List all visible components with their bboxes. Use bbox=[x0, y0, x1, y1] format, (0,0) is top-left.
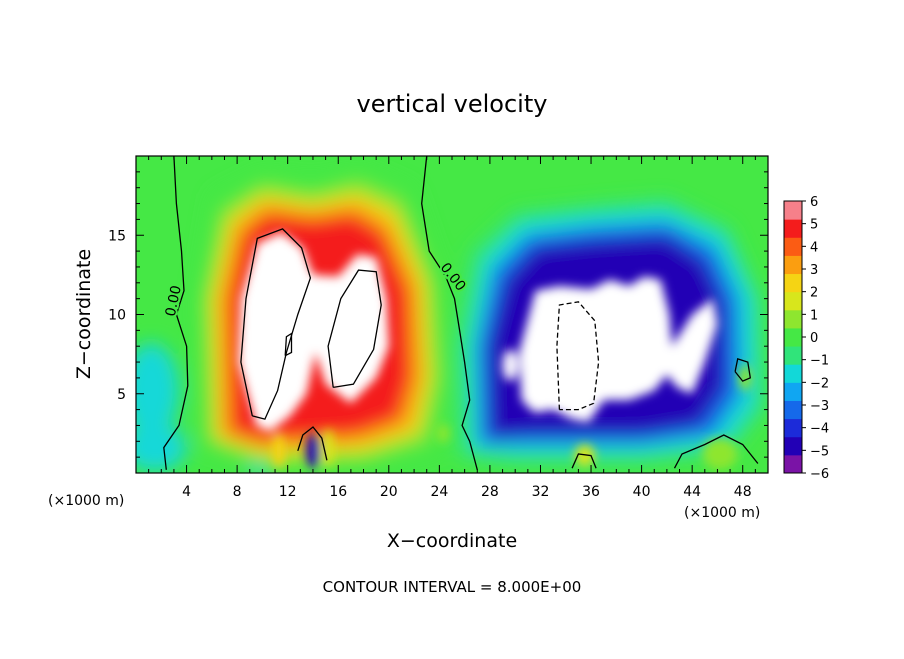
colorbar-tick-label: −4 bbox=[810, 422, 829, 437]
x-tick-label: 16 bbox=[329, 484, 347, 500]
colorbar-tick-label: 5 bbox=[810, 218, 818, 233]
x-tick-label: 48 bbox=[734, 484, 752, 500]
field-blob bbox=[574, 444, 595, 467]
x-unit-label-right: (×1000 m) bbox=[684, 505, 760, 521]
x-axis: 4 8 12 16 20 24 28 32 36 40 44 48 bbox=[148, 156, 756, 500]
colorbar-swatch bbox=[784, 291, 802, 311]
x-tick-label: 44 bbox=[683, 484, 701, 500]
downdraft-saturated bbox=[519, 276, 718, 423]
field-blob bbox=[136, 343, 179, 439]
colorbar-swatch bbox=[784, 201, 802, 220]
colorbar-swatch bbox=[784, 436, 802, 456]
colorbar-tick-label: −3 bbox=[810, 399, 829, 414]
colorbar-swatch bbox=[784, 346, 802, 365]
colorbar-tick-label: 6 bbox=[810, 195, 818, 210]
y-tick-label: 15 bbox=[108, 228, 126, 244]
chart-title: vertical velocity bbox=[357, 90, 548, 118]
field-blob bbox=[136, 423, 187, 472]
colorbar-swatch bbox=[784, 255, 802, 275]
x-tick-label: 28 bbox=[481, 484, 499, 500]
colorbar-swatch bbox=[784, 219, 802, 238]
colorbar-swatch bbox=[784, 273, 802, 293]
x-tick-label: 20 bbox=[380, 484, 398, 500]
downdraft-saturated-patch bbox=[502, 349, 518, 382]
colorbar-tick-label: 4 bbox=[810, 240, 818, 255]
colorbar-tick-label: 0 bbox=[810, 331, 818, 346]
contour-positive-2 bbox=[327, 269, 382, 389]
colorbar-tick-label: −6 bbox=[810, 467, 829, 482]
contour-negative bbox=[556, 301, 600, 411]
colorbar-tick-label: −2 bbox=[810, 376, 829, 391]
contour-small-right bbox=[734, 358, 752, 382]
contour-zero-left bbox=[163, 156, 189, 470]
colorbar-swatch bbox=[784, 309, 802, 329]
contour-low-3 bbox=[673, 434, 759, 469]
field-blob bbox=[322, 428, 334, 467]
x-tick-label: 12 bbox=[279, 484, 297, 500]
contour-positive-1 bbox=[240, 228, 312, 420]
y-tick-label: 10 bbox=[108, 308, 126, 324]
colorbar-tick-label: −1 bbox=[810, 354, 829, 369]
y-axis-label: Z−coordinate bbox=[73, 249, 95, 379]
colorbar-swatch bbox=[784, 400, 802, 420]
colorbar-tick-label: 3 bbox=[810, 263, 818, 278]
colorbar-swatch bbox=[784, 418, 802, 438]
colorbar-swatch bbox=[784, 327, 802, 347]
field-blob bbox=[738, 365, 752, 391]
colorbar-tick-label: 1 bbox=[810, 308, 818, 323]
colorbar-tick-label: −5 bbox=[810, 444, 829, 459]
x-tick-label: 40 bbox=[633, 484, 651, 500]
y-tick-label: 5 bbox=[117, 387, 126, 403]
heatmap-field bbox=[136, 156, 768, 473]
field-blob bbox=[306, 433, 320, 469]
x-tick-label: 24 bbox=[430, 484, 448, 500]
x-tick-label: 32 bbox=[532, 484, 550, 500]
colorbar-tick-label: 2 bbox=[810, 286, 818, 301]
contour-interval-note: CONTOUR INTERVAL = 8.000E+00 bbox=[323, 578, 582, 596]
colorbar-swatch bbox=[784, 364, 802, 383]
contour-low-1 bbox=[297, 426, 328, 461]
contour-positive-3 bbox=[284, 332, 293, 357]
contour-zero-mid bbox=[421, 156, 478, 470]
contour-low-2 bbox=[571, 453, 597, 469]
colorbar: 6 5 4 3 2 1 0 −1 −2 −3 −4 −5 −6 bbox=[783, 195, 829, 482]
x-tick-label: 4 bbox=[182, 484, 191, 500]
y-axis: 5 10 15 bbox=[108, 171, 768, 458]
colorbar-swatch bbox=[784, 237, 802, 256]
x-tick-label: 36 bbox=[582, 484, 600, 500]
colorbar-swatch bbox=[784, 382, 802, 401]
x-tick-label: 8 bbox=[233, 484, 242, 500]
field-blob bbox=[436, 423, 450, 443]
field-blob bbox=[702, 438, 738, 470]
colorbar-swatch bbox=[784, 454, 802, 474]
x-unit-label-left: (×1000 m) bbox=[48, 493, 124, 509]
x-axis-label: X−coordinate bbox=[387, 530, 517, 552]
field-blob bbox=[272, 433, 286, 469]
